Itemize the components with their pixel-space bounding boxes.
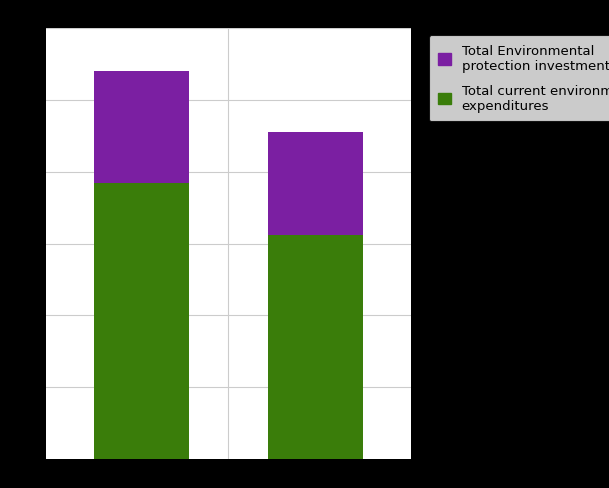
Legend: Total Environmental
protection investments, Total current environmental
expendit: Total Environmental protection investmen…	[429, 36, 609, 122]
Bar	[94, 72, 189, 184]
Bar	[94, 184, 189, 459]
Bar	[267, 132, 363, 235]
Bar	[267, 235, 363, 459]
